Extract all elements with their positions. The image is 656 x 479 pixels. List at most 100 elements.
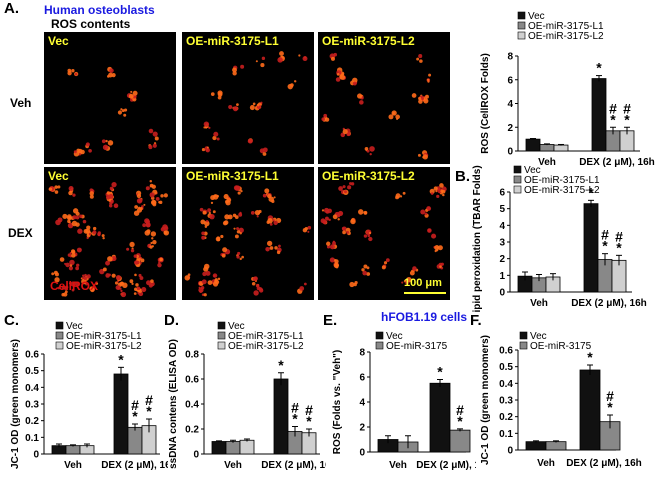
stained-cell (338, 185, 349, 196)
x-category-label: Veh (64, 460, 82, 471)
stained-cell (426, 73, 432, 83)
stained-cell (68, 185, 76, 197)
x-category-label: Veh (224, 460, 242, 471)
stained-cell (105, 191, 115, 203)
significance-mark: * (610, 111, 616, 127)
y-tick-label: 0 (507, 446, 513, 457)
stained-cell (117, 108, 128, 117)
significance-mark: # (606, 388, 614, 404)
stained-cell (265, 240, 274, 252)
legend-swatch (517, 11, 526, 20)
stained-cell (55, 213, 68, 226)
stained-cell (135, 286, 147, 293)
y-tick-label: 2 (359, 423, 365, 434)
cell-stain-pattern (184, 185, 312, 297)
bar (525, 441, 547, 451)
y-tick-label: 0.8 (185, 350, 199, 361)
stained-cell (333, 259, 339, 269)
cell-stain-pattern (48, 180, 170, 298)
significance-mark: * (132, 408, 138, 424)
micrograph-title-l1: OE-miR-3175-L1 (186, 34, 279, 48)
stained-cell (142, 218, 151, 228)
stained-cell (136, 203, 146, 213)
stained-cell (388, 110, 400, 121)
x-category-label: DEX (2 μM), 16h (579, 157, 655, 168)
stained-cell (220, 247, 231, 258)
stained-cell (210, 194, 219, 205)
stained-cell (215, 234, 224, 242)
significance-mark: # (145, 392, 153, 408)
stained-cell (133, 253, 141, 265)
panel-label-d: D. (164, 312, 179, 329)
cell-stain-pattern (201, 51, 308, 156)
stained-cell (233, 227, 244, 239)
stained-cell (326, 240, 338, 250)
legend-swatch (217, 341, 226, 350)
stained-cell (197, 279, 207, 286)
chart-jc1-f: 0 0.1 0.2 0.3 0.4 0.5 0.6 JC-1 OD (green monome… (480, 331, 642, 469)
significance-mark: # (305, 402, 313, 418)
micrograph-l1-dex: OE-miR-3175-L1 (182, 167, 314, 300)
micrograph-vec-dex: Vec CellROX (44, 167, 176, 300)
stained-cell (201, 146, 210, 153)
significance-mark: * (457, 413, 463, 429)
x-category-label: DEX (2 μM), 16h (566, 458, 642, 469)
micrograph-l2-veh: OE-miR-3175-L2 (318, 32, 450, 164)
x-category-label: Veh (389, 460, 407, 471)
stained-cell (51, 270, 60, 283)
legend-swatch (513, 185, 522, 194)
significance-mark: * (602, 238, 608, 254)
legend-label: Vec (228, 321, 245, 332)
stained-cell (233, 185, 243, 195)
y-tick-label: 0 (499, 288, 505, 299)
stained-cell (251, 276, 260, 288)
legend-label: OE-miR-3175-L1 (66, 331, 142, 342)
y-axis-label: JC-1 OD (green monomers) (10, 339, 21, 469)
stained-cell (411, 93, 424, 104)
x-category-label: Veh (538, 157, 556, 168)
stained-cell (329, 52, 338, 61)
stained-cell (350, 217, 356, 225)
stained-cell (222, 214, 233, 226)
legend-label: OE-miR-3175-L2 (228, 341, 304, 352)
y-tick-label: 3 (499, 238, 505, 249)
significance-mark: # (601, 227, 609, 243)
stained-cell (395, 191, 406, 200)
stained-cell (68, 259, 80, 271)
stained-cell (89, 188, 95, 199)
stained-cell (259, 147, 268, 156)
micrograph-title-vec: Vec (48, 34, 69, 48)
cell-line-title: Human osteoblasts (44, 3, 155, 17)
y-tick-label: 0.4 (185, 400, 199, 411)
legend-swatch (55, 321, 64, 330)
stained-cell (381, 258, 390, 270)
x-category-label: DEX (2 μM), 16h (571, 298, 647, 309)
stained-cell (157, 257, 164, 268)
significance-mark: # (615, 228, 623, 244)
stained-cell (59, 257, 70, 268)
significance-mark: # (623, 100, 631, 116)
legend-label: OE-miR-3175-L2 (528, 31, 604, 42)
bar (579, 369, 601, 451)
stained-cell (210, 90, 223, 100)
y-tick-label: 0.2 (25, 416, 39, 427)
stained-cell (417, 150, 429, 160)
legend-swatch (375, 341, 384, 350)
y-tick-label: 1 (499, 271, 505, 282)
stained-cell (148, 142, 157, 150)
micrograph-title-l2: OE-miR-3175-L2 (322, 34, 415, 48)
significance-mark: * (616, 239, 622, 255)
stained-cell (146, 279, 155, 288)
stained-cell (81, 273, 91, 285)
significance-mark: # (131, 397, 139, 413)
panel-label-b: B. (455, 168, 470, 185)
bar (127, 426, 143, 455)
stained-cell (232, 211, 243, 220)
stained-cell (207, 273, 218, 285)
bar (583, 203, 599, 293)
significance-mark: * (306, 413, 312, 429)
legend-label: Vec (386, 331, 403, 342)
significance-mark: * (607, 399, 613, 415)
stained-cell (199, 207, 208, 215)
